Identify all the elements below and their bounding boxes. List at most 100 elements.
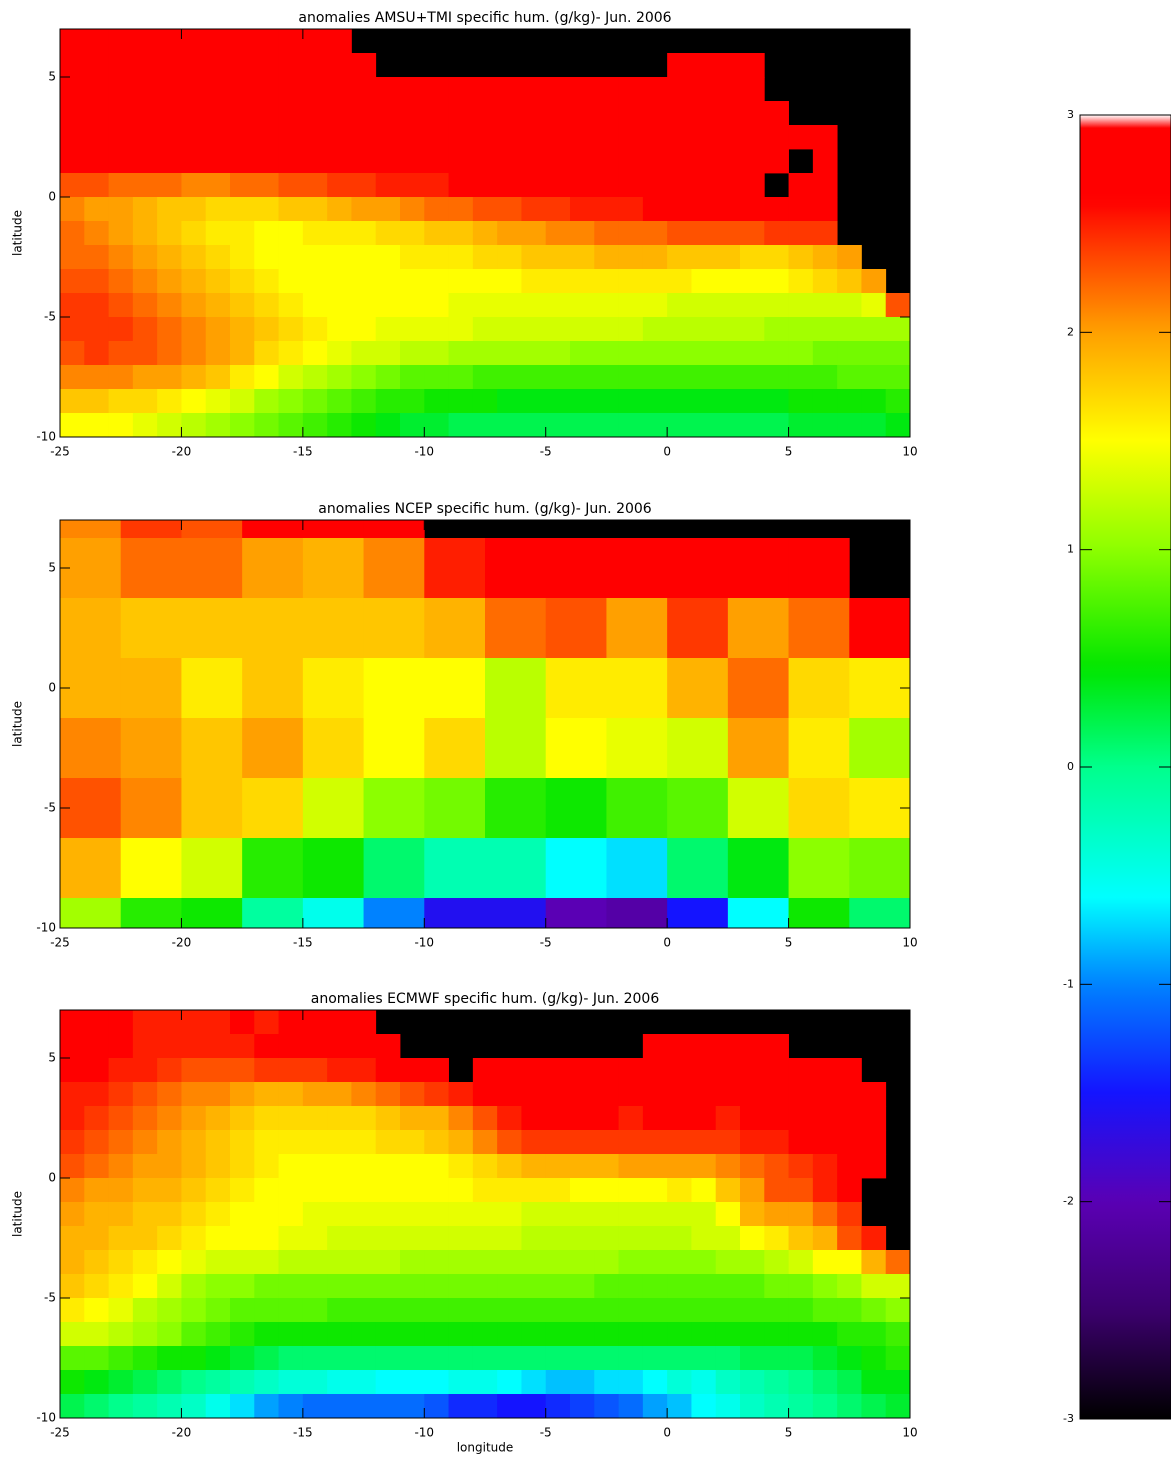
- heat-cell: [472, 413, 498, 437]
- heat-cell: [788, 1058, 814, 1083]
- heat-cell: [642, 1250, 668, 1275]
- heat-cell: [375, 1082, 401, 1107]
- x-tick-label: 10: [902, 445, 917, 459]
- heat-cell: [375, 77, 401, 102]
- heat-cell: [302, 520, 364, 539]
- heat-cell: [570, 1346, 595, 1371]
- heat-cell: [642, 1178, 668, 1203]
- heat-cell: [60, 1202, 85, 1227]
- heat-cell: [667, 1130, 692, 1155]
- heat-cell: [254, 317, 279, 342]
- heat-cell: [181, 101, 207, 126]
- heat-cell: [606, 658, 668, 719]
- heat-cell: [837, 1154, 862, 1179]
- heat-cell: [84, 1322, 109, 1347]
- heat-cell: [837, 365, 862, 390]
- heat-cell: [545, 389, 571, 414]
- heat-cell: [302, 1226, 328, 1251]
- heat-cell: [521, 125, 547, 150]
- heat-cell: [727, 778, 789, 839]
- heat-cell: [278, 173, 304, 198]
- y-axis-label: latitude: [11, 1191, 25, 1237]
- heat-cell: [132, 1082, 158, 1107]
- heat-cell: [132, 245, 158, 270]
- heat-cell: [278, 1010, 304, 1035]
- heat-cell: [157, 1058, 182, 1083]
- heat-cell: [837, 413, 862, 437]
- heat-cell: [448, 1322, 474, 1347]
- heat-cell: [812, 1178, 838, 1203]
- heat-cell: [132, 53, 158, 78]
- heat-cell: [181, 221, 207, 246]
- y-tick-label: -10: [36, 1411, 56, 1425]
- heat-cell: [400, 1058, 425, 1083]
- heat-cell: [667, 245, 692, 270]
- heat-cell: [485, 658, 547, 719]
- heat-cell: [181, 1298, 207, 1323]
- heat-cell: [837, 1274, 862, 1299]
- heat-cell: [691, 389, 717, 414]
- heat-cell: [205, 317, 231, 342]
- heat-cell: [400, 1298, 425, 1323]
- heat-cell: [84, 341, 109, 366]
- heat-cell: [157, 1178, 182, 1203]
- y-tick-label: 5: [48, 70, 56, 84]
- heat-cell: [302, 658, 364, 719]
- heat-cell: [84, 53, 109, 78]
- heat-cell: [424, 1394, 449, 1418]
- heat-cell: [132, 413, 158, 437]
- heat-cell: [885, 389, 910, 414]
- heat-cell: [472, 317, 498, 342]
- heat-cell: [108, 1226, 134, 1251]
- heat-cell: [740, 1370, 765, 1395]
- heat-cell: [205, 293, 231, 318]
- heat-cell: [108, 1010, 134, 1035]
- heat-cell: [715, 1178, 741, 1203]
- y-tick-label: -10: [36, 921, 56, 935]
- heat-cell: [545, 1250, 571, 1275]
- heat-cell: [545, 598, 607, 659]
- heat-cell: [837, 1106, 862, 1131]
- heat-cell: [812, 1322, 838, 1347]
- heat-cell: [497, 1250, 522, 1275]
- heat-cell: [618, 293, 644, 318]
- heat-cell: [448, 1346, 474, 1371]
- heat-cell: [278, 389, 304, 414]
- heat-cell: [764, 1274, 789, 1299]
- heat-cell: [472, 389, 498, 414]
- heat-cell: [618, 1370, 644, 1395]
- heat-cell: [84, 1106, 109, 1131]
- heat-cell: [497, 269, 522, 294]
- heat-cell: [278, 1346, 304, 1371]
- heat-cell: [60, 1274, 85, 1299]
- heat-cell: [132, 1178, 158, 1203]
- heat-cell: [424, 413, 449, 437]
- heat-cell: [667, 341, 692, 366]
- heat-cell: [375, 125, 401, 150]
- y-tick-label: 5: [48, 1051, 56, 1065]
- heat-cell: [497, 1058, 522, 1083]
- heat-cell: [60, 125, 85, 150]
- heat-cell: [764, 1106, 789, 1131]
- heat-cell: [448, 125, 474, 150]
- heat-cell: [278, 317, 304, 342]
- heat-cell: [570, 365, 595, 390]
- heat-cell: [108, 1178, 134, 1203]
- heat-cell: [60, 1154, 85, 1179]
- heat-cell: [788, 197, 814, 222]
- heat-cell: [424, 1154, 449, 1179]
- heat-cell: [545, 221, 571, 246]
- heat-cell: [230, 389, 255, 414]
- heat-cell: [327, 1394, 352, 1418]
- heat-cell: [424, 173, 449, 198]
- heat-cell: [132, 173, 158, 198]
- heat-cell: [230, 101, 255, 126]
- heat-cell: [157, 413, 182, 437]
- heat-cell: [327, 197, 352, 222]
- heat-cell: [570, 317, 595, 342]
- heat-cell: [497, 413, 522, 437]
- heat-cell: [254, 1202, 279, 1227]
- heat-cell: [230, 1370, 255, 1395]
- colorbar: [1079, 114, 1171, 1420]
- heat-cell: [497, 101, 522, 126]
